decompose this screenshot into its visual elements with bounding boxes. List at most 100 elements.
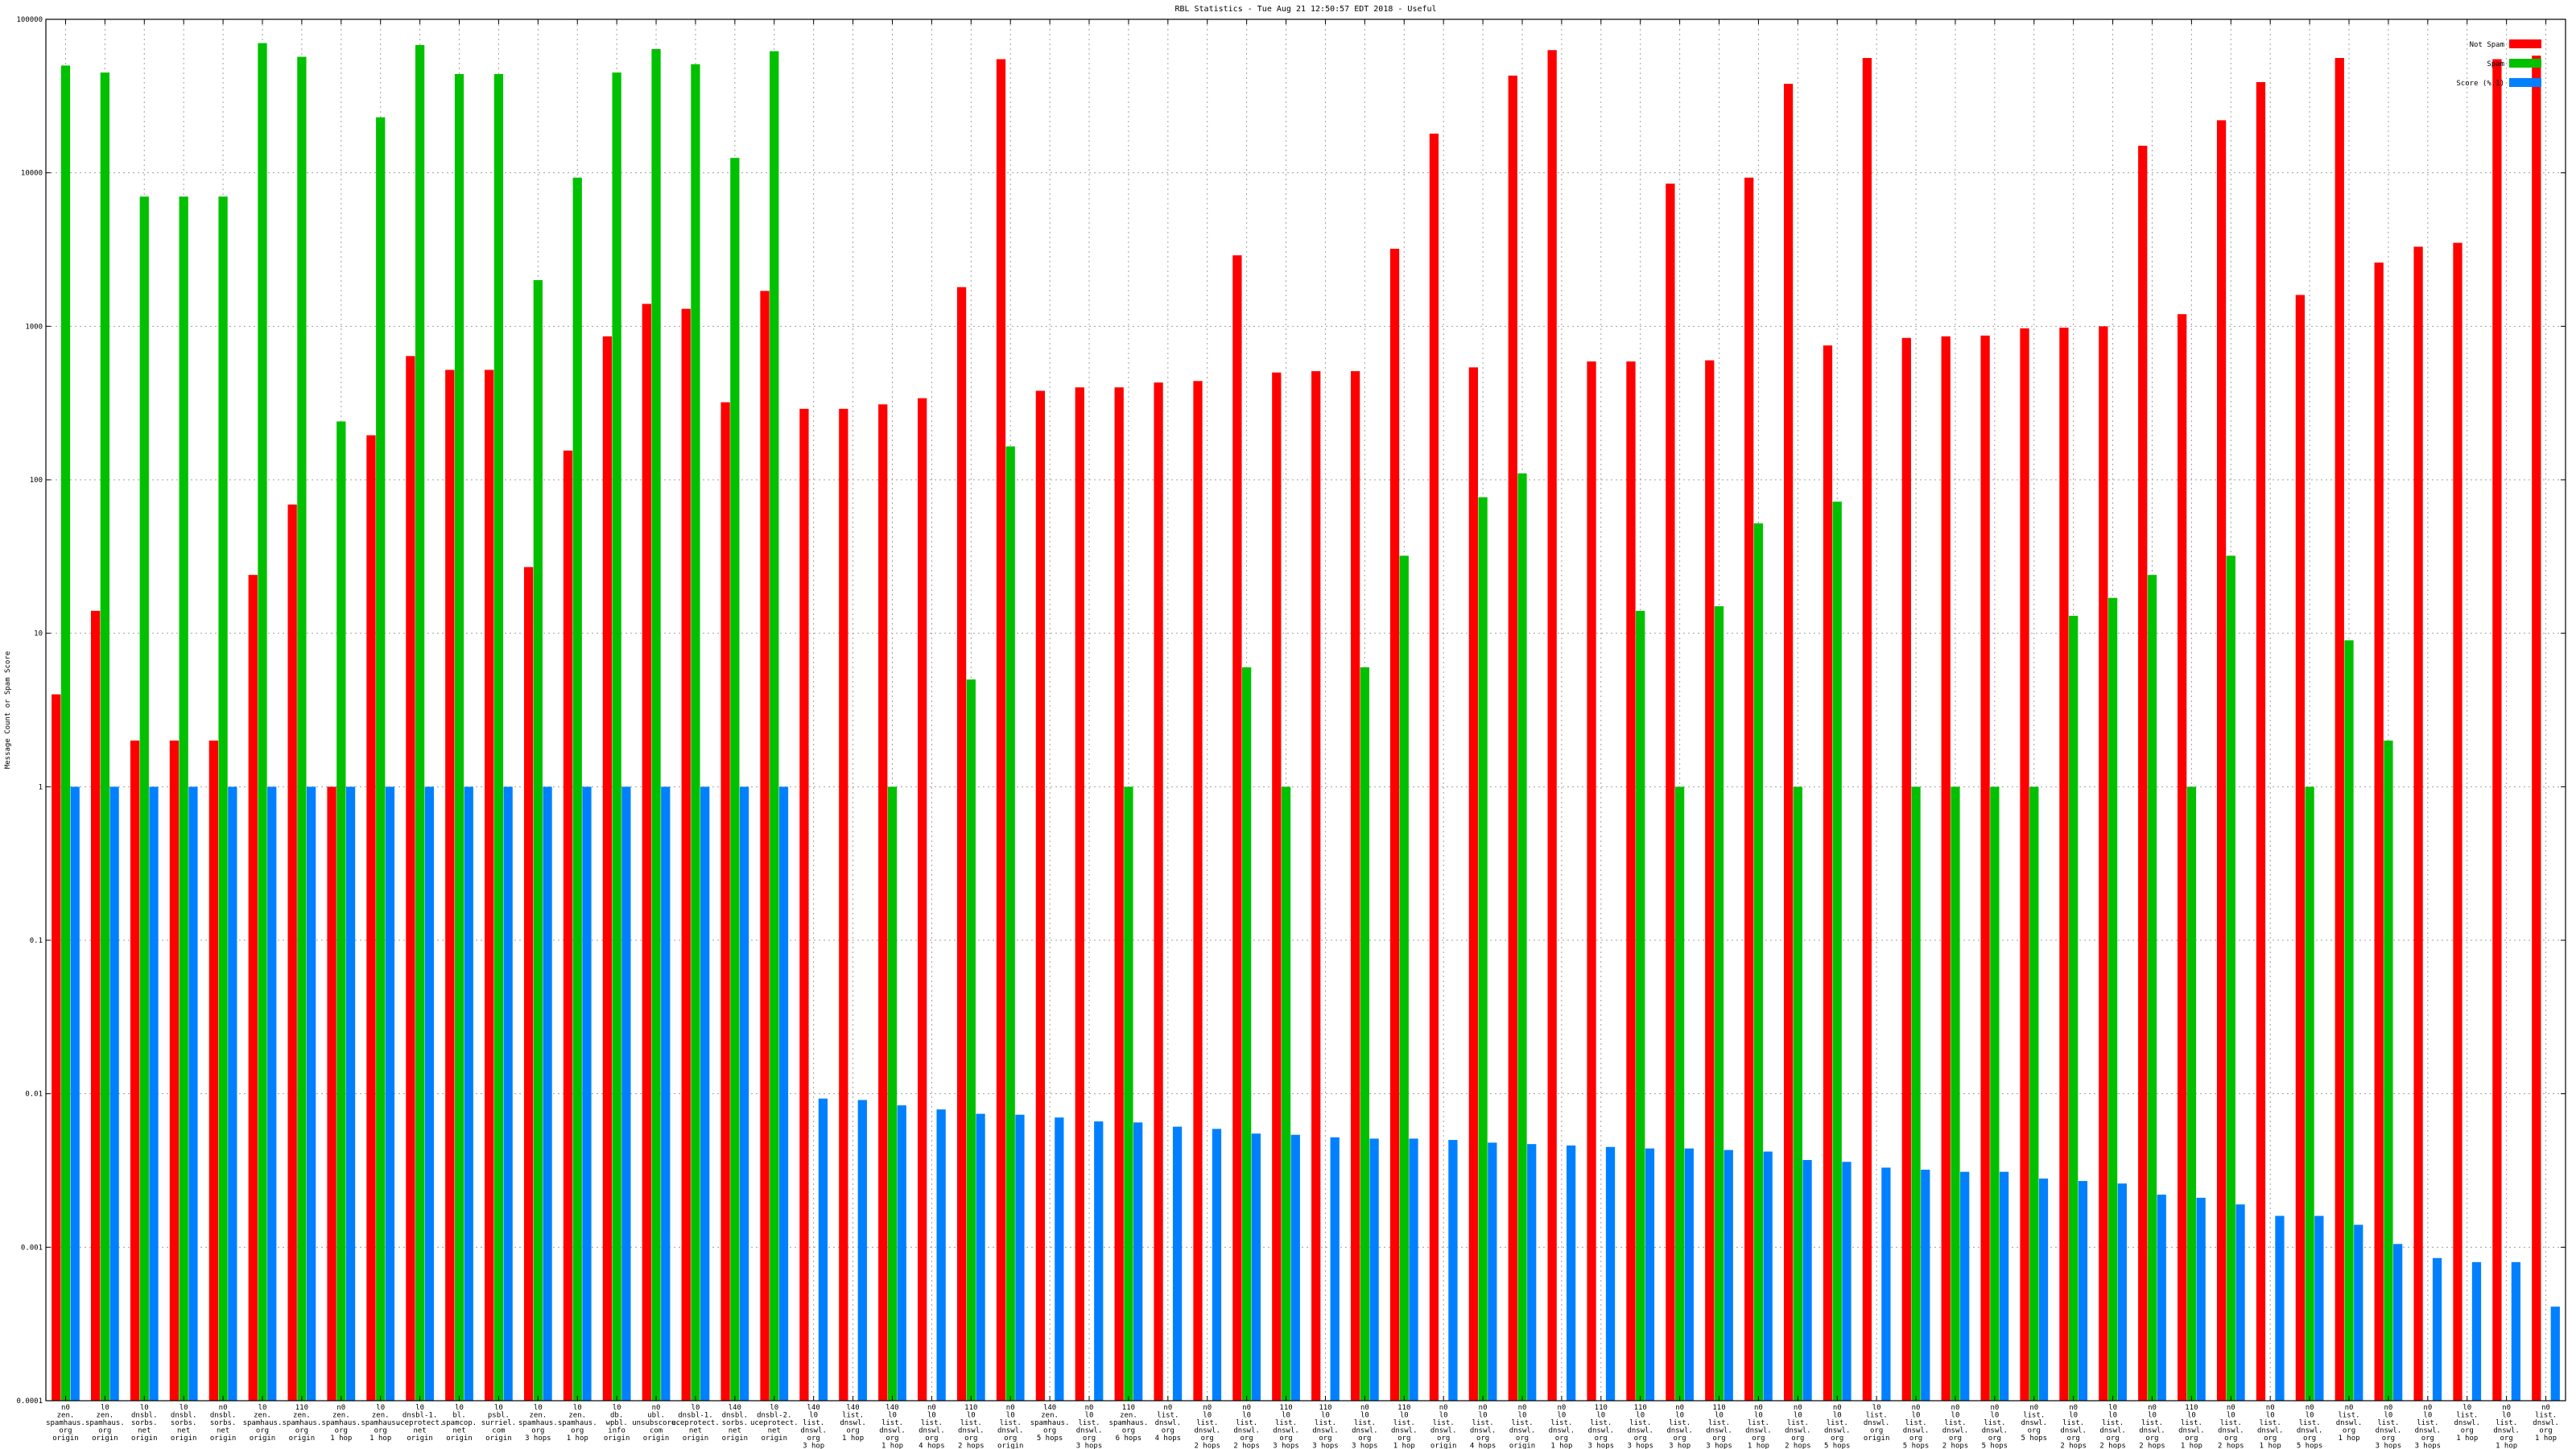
bar-spam [1242, 667, 1252, 1401]
bar-not-spam [248, 575, 258, 1401]
bar-not-spam [406, 356, 415, 1402]
x-tick-label: l40 zen. spamhaus. org 5 hops [1030, 1404, 1070, 1443]
bar-score [2354, 1224, 2363, 1401]
x-tick-label: n0 list. dnswl. org 1 hop [2533, 1404, 2559, 1443]
legend-swatch-not-spam [2509, 39, 2541, 48]
x-tick-label: n0 l0 list. dnswl. org 5 hops [1824, 1404, 1851, 1449]
legend-label: Not Spam [2470, 41, 2504, 49]
bar-not-spam [1901, 337, 1911, 1401]
bar-not-spam [996, 59, 1006, 1402]
x-tick-label: n0 l0 list. dnswl. org 1 hop [2257, 1404, 2284, 1449]
bar-score [700, 786, 710, 1401]
bar-spam [2226, 555, 2235, 1402]
x-tick-label: n0 l0 list. dnswl. org 4 hops [919, 1404, 945, 1449]
bar-not-spam [2256, 81, 2266, 1402]
x-tick-label: 110 l0 list. dnswl. org 1 hop [1391, 1404, 1418, 1449]
bar-not-spam [956, 287, 967, 1401]
bar-spam [770, 51, 779, 1401]
x-tick-label: n0 l0 list. dnswl. org origin [1509, 1404, 1536, 1449]
bar-spam [1832, 502, 1842, 1402]
bar-score [109, 786, 119, 1401]
y-tick-label: 100 [30, 477, 43, 485]
bar-not-spam [2099, 326, 2108, 1401]
bar-score [1566, 1145, 1576, 1401]
bar-score [2038, 1179, 2049, 1401]
bar-score [543, 786, 552, 1401]
bar-score [1055, 1117, 1064, 1401]
bar-spam [1005, 446, 1015, 1401]
bar-spam [730, 158, 740, 1401]
bar-score [1527, 1144, 1537, 1401]
bar-not-spam [2295, 295, 2306, 1402]
bar-not-spam [1587, 361, 1596, 1402]
bar-not-spam [445, 369, 455, 1401]
bar-not-spam [1075, 387, 1084, 1401]
x-tick-label: 110 l0 list. dnswl. org 3 hops [1273, 1404, 1299, 1449]
x-tick-label: n0 l0 list. dnswl. org 1 hop [1549, 1404, 1575, 1449]
x-tick-label: 110 l0 list. dnswl. org 2 hops [958, 1404, 985, 1449]
x-tick-label: n0 zen. spamhaus. org origin [46, 1404, 85, 1443]
bar-not-spam [1389, 249, 1400, 1401]
bar-spam [966, 679, 976, 1401]
bar-score [818, 1098, 828, 1401]
bar-not-spam [327, 786, 336, 1401]
y-tick-label: 100000 [16, 16, 43, 24]
bar-score [149, 786, 159, 1401]
bar-score [1409, 1138, 1418, 1401]
bar-not-spam [90, 610, 101, 1401]
x-tick-label: l0 zen. spamhaus. org origin [85, 1404, 125, 1443]
bar-not-spam [681, 308, 691, 1401]
bar-score [1251, 1133, 1261, 1401]
bar-spam [1478, 497, 1488, 1401]
bar-spam [2305, 786, 2314, 1401]
bar-score [1448, 1140, 1458, 1401]
bar-score [345, 786, 356, 1401]
x-tick-label: n0 l0 list. dnswl. org 3 hop [1666, 1404, 1693, 1449]
bar-spam [297, 56, 307, 1402]
bar-score [1921, 1170, 1930, 1401]
bar-score [1842, 1162, 1852, 1401]
bar-score [1015, 1114, 1025, 1401]
bar-spam [376, 117, 386, 1401]
x-tick-label: n0 l0 list. dnswl. org 4 hops [1470, 1404, 1496, 1449]
x-tick-label: n0 l0 list. dnswl. org 2 hops [2139, 1404, 2165, 1449]
bar-not-spam [52, 694, 61, 1401]
bar-not-spam [1429, 133, 1439, 1401]
y-axis: 0.0001 0.001 0.01 0.1 1 10 100 1000 10000 100000 [16, 16, 2566, 1406]
x-tick-label: n0 l0 list. dnswl. org 1 hop [2493, 1404, 2520, 1449]
bar-spam [218, 196, 228, 1402]
x-tick-label: n0 l0 list. dnswl. org 1 hop [1745, 1404, 1772, 1449]
bar-spam [336, 421, 346, 1402]
bar-score [228, 786, 237, 1401]
x-tick-label: n0 l0 list. dnswl. org 2 hops [1785, 1404, 1811, 1449]
bar-not-spam [1193, 381, 1203, 1401]
x-tick-label: n0 l0 list. dnswl. org 5 hops [1903, 1404, 1930, 1449]
bar-spam [1399, 555, 1409, 1402]
bar-spam [2384, 740, 2393, 1401]
bar-spam [651, 48, 661, 1401]
bar-not-spam [2453, 242, 2462, 1402]
bar-not-spam [2532, 56, 2541, 1401]
bar-not-spam [799, 408, 809, 1401]
bar-not-spam [1114, 387, 1124, 1401]
x-tick-label: n0 zen. spamhaus. org 1 hop [321, 1404, 361, 1443]
bar-not-spam [878, 404, 888, 1401]
x-tick-label: n0 list. dnswl. org 5 hops [2021, 1404, 2048, 1443]
y-axis-label: Message Count or Spam Score [4, 651, 12, 769]
bar-score [2511, 1261, 2521, 1401]
bar-not-spam [169, 740, 180, 1401]
bar-spam [493, 73, 504, 1401]
bar-score [2432, 1257, 2442, 1401]
bar-spam [258, 43, 267, 1401]
bar-spam [454, 73, 464, 1401]
bar-spam [1951, 786, 1960, 1401]
bar-spam [2186, 786, 2197, 1401]
bar-not-spam [2216, 120, 2227, 1402]
bar-spam [691, 64, 700, 1402]
bar-score [2078, 1181, 2088, 1401]
x-tick-label: n0 l0 list. dnswl. org 2 hops [2218, 1404, 2244, 1449]
x-tick-label: 110 l0 list. dnswl. org 3 hops [1312, 1404, 1339, 1449]
bar-not-spam [760, 291, 770, 1401]
bar-not-spam [1350, 371, 1360, 1401]
